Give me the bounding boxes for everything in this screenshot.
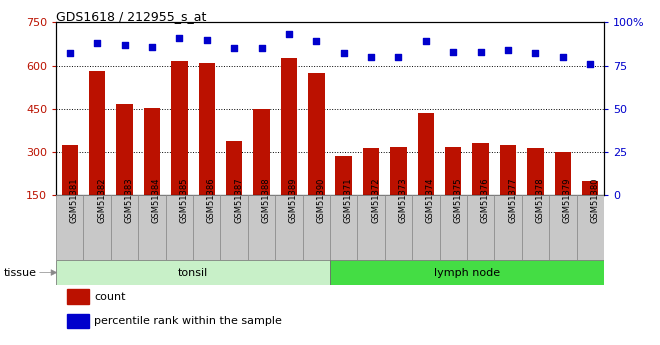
- Text: GSM51374: GSM51374: [426, 177, 435, 223]
- Text: count: count: [94, 292, 126, 302]
- Bar: [440, 195, 467, 260]
- Bar: [521, 195, 549, 260]
- Bar: [56, 195, 83, 260]
- Bar: [582, 181, 599, 195]
- Bar: [330, 195, 358, 260]
- Point: [201, 37, 212, 42]
- Bar: [67, 314, 89, 328]
- Bar: [473, 142, 489, 195]
- Text: lymph node: lymph node: [434, 268, 500, 277]
- Point: [339, 51, 349, 56]
- Point: [475, 49, 486, 55]
- Text: GSM51386: GSM51386: [207, 177, 216, 223]
- Text: GSM51372: GSM51372: [371, 177, 380, 223]
- Point: [284, 32, 294, 37]
- Point: [530, 51, 541, 56]
- Bar: [363, 148, 380, 195]
- Bar: [302, 195, 330, 260]
- Bar: [67, 289, 89, 304]
- Point: [229, 46, 240, 51]
- Text: GSM51377: GSM51377: [508, 177, 517, 223]
- Text: GSM51379: GSM51379: [563, 177, 572, 223]
- Text: GSM51382: GSM51382: [97, 177, 106, 223]
- Text: GSM51376: GSM51376: [480, 177, 490, 223]
- Text: GSM51375: GSM51375: [453, 177, 462, 223]
- Text: GSM51371: GSM51371: [344, 177, 352, 223]
- Bar: [445, 147, 461, 195]
- Text: GSM51385: GSM51385: [180, 177, 188, 223]
- Text: tissue: tissue: [3, 268, 36, 277]
- Bar: [166, 195, 193, 260]
- Point: [366, 54, 376, 60]
- Bar: [193, 195, 220, 260]
- Bar: [56, 260, 330, 285]
- Bar: [500, 145, 516, 195]
- Bar: [199, 63, 215, 195]
- Text: GDS1618 / 212955_s_at: GDS1618 / 212955_s_at: [56, 10, 207, 23]
- Bar: [527, 148, 544, 195]
- Point: [311, 39, 321, 44]
- Text: GSM51387: GSM51387: [234, 177, 243, 223]
- Text: GSM51380: GSM51380: [590, 177, 599, 223]
- Text: percentile rank within the sample: percentile rank within the sample: [94, 316, 282, 326]
- Bar: [577, 195, 604, 260]
- Bar: [554, 152, 571, 195]
- Point: [256, 46, 267, 51]
- Text: GSM51384: GSM51384: [152, 177, 161, 223]
- Bar: [385, 195, 412, 260]
- Point: [393, 54, 404, 60]
- Bar: [83, 195, 111, 260]
- Bar: [111, 195, 138, 260]
- Text: GSM51388: GSM51388: [261, 177, 271, 223]
- Text: GSM51389: GSM51389: [289, 177, 298, 223]
- Bar: [116, 104, 133, 195]
- Text: GSM51390: GSM51390: [316, 177, 325, 223]
- Point: [558, 54, 568, 60]
- Bar: [248, 195, 275, 260]
- Bar: [549, 195, 577, 260]
- Point: [119, 42, 130, 48]
- Bar: [61, 145, 78, 195]
- Text: GSM51383: GSM51383: [125, 177, 133, 223]
- Point: [147, 44, 157, 49]
- Bar: [358, 195, 385, 260]
- Bar: [280, 58, 297, 195]
- Point: [420, 39, 431, 44]
- Bar: [89, 71, 106, 195]
- Bar: [226, 141, 242, 195]
- Bar: [171, 61, 187, 195]
- Bar: [494, 195, 521, 260]
- Text: GSM51381: GSM51381: [70, 177, 79, 223]
- Bar: [412, 195, 440, 260]
- Text: GSM51373: GSM51373: [399, 177, 407, 223]
- Bar: [220, 195, 248, 260]
- Bar: [308, 73, 325, 195]
- Bar: [138, 195, 166, 260]
- Bar: [390, 148, 407, 195]
- Point: [503, 47, 513, 53]
- Point: [174, 35, 185, 41]
- Point: [92, 40, 102, 46]
- Bar: [335, 156, 352, 195]
- Bar: [275, 195, 302, 260]
- Bar: [330, 260, 604, 285]
- Point: [448, 49, 459, 55]
- Bar: [418, 113, 434, 195]
- Bar: [467, 195, 494, 260]
- Point: [65, 51, 75, 56]
- Bar: [253, 109, 270, 195]
- Text: tonsil: tonsil: [178, 268, 208, 277]
- Text: GSM51378: GSM51378: [535, 177, 544, 223]
- Bar: [144, 108, 160, 195]
- Point: [585, 61, 595, 67]
